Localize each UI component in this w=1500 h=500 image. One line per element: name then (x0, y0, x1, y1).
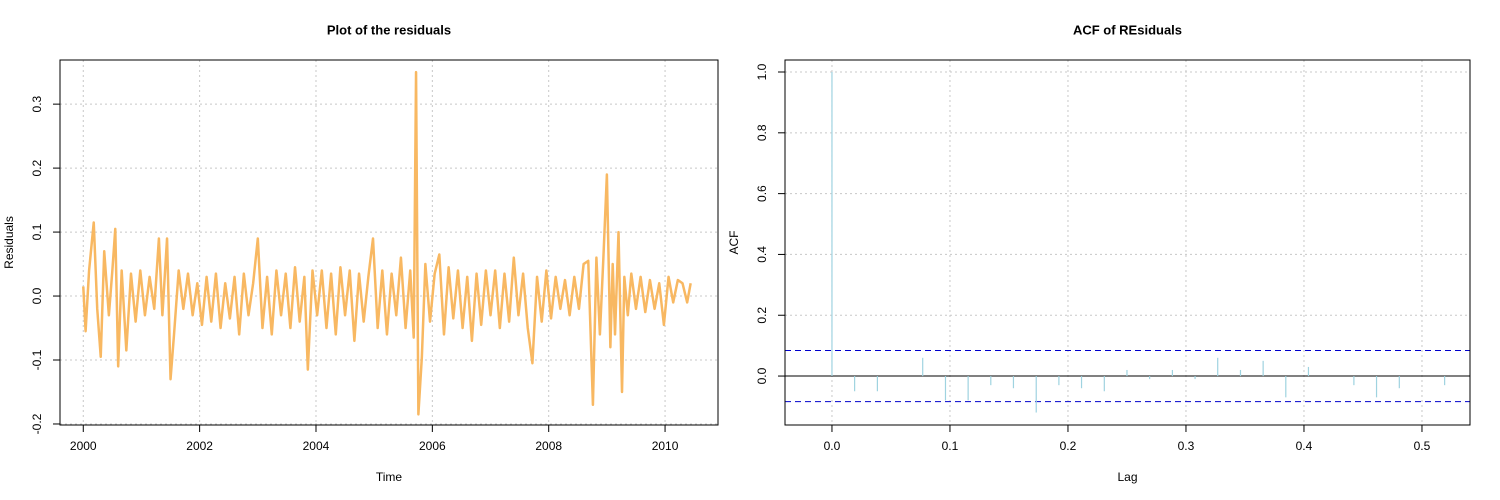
y-axis-label: Residuals (2, 216, 16, 269)
x-tick-label: 0.3 (1178, 439, 1195, 453)
y-tick-label: 1.0 (755, 63, 769, 80)
x-axis-label: Time (376, 470, 403, 484)
x-tick-label: 0.1 (942, 439, 959, 453)
x-tick-label: 0.5 (1414, 439, 1431, 453)
y-tick-label: 0.2 (755, 307, 769, 324)
y-tick-label: -0.2 (30, 413, 44, 434)
x-tick-label: 2004 (303, 439, 330, 453)
plot-frame (784, 59, 1471, 426)
x-tick-label: 2006 (419, 439, 446, 453)
x-tick-label: 2002 (186, 439, 213, 453)
y-tick-label: 0.8 (755, 124, 769, 141)
chart-title: Plot of the residuals (327, 22, 451, 37)
x-tick-label: 0.2 (1060, 439, 1077, 453)
y-tick-label: 0.2 (30, 159, 44, 176)
y-tick-label: 0.0 (755, 367, 769, 384)
chart-title: ACF of REsiduals (1073, 22, 1182, 37)
plot-frame (59, 59, 719, 426)
x-tick-label: 0.4 (1296, 439, 1313, 453)
x-tick-label: 2000 (70, 439, 97, 453)
y-tick-label: 0.4 (755, 246, 769, 263)
x-tick-label: 0.0 (824, 439, 841, 453)
x-axis-label: Lag (1117, 470, 1137, 484)
y-tick-label: 0.3 (30, 95, 44, 112)
residual-line (82, 70, 692, 416)
y-tick-label: 0.1 (30, 223, 44, 240)
x-tick-label: 2008 (535, 439, 562, 453)
y-tick-label: -0.1 (30, 349, 44, 370)
y-tick-label: 0.6 (755, 185, 769, 202)
y-axis-label: ACF (727, 231, 741, 255)
y-tick-label: 0.0 (30, 287, 44, 304)
x-tick-label: 2010 (652, 439, 679, 453)
